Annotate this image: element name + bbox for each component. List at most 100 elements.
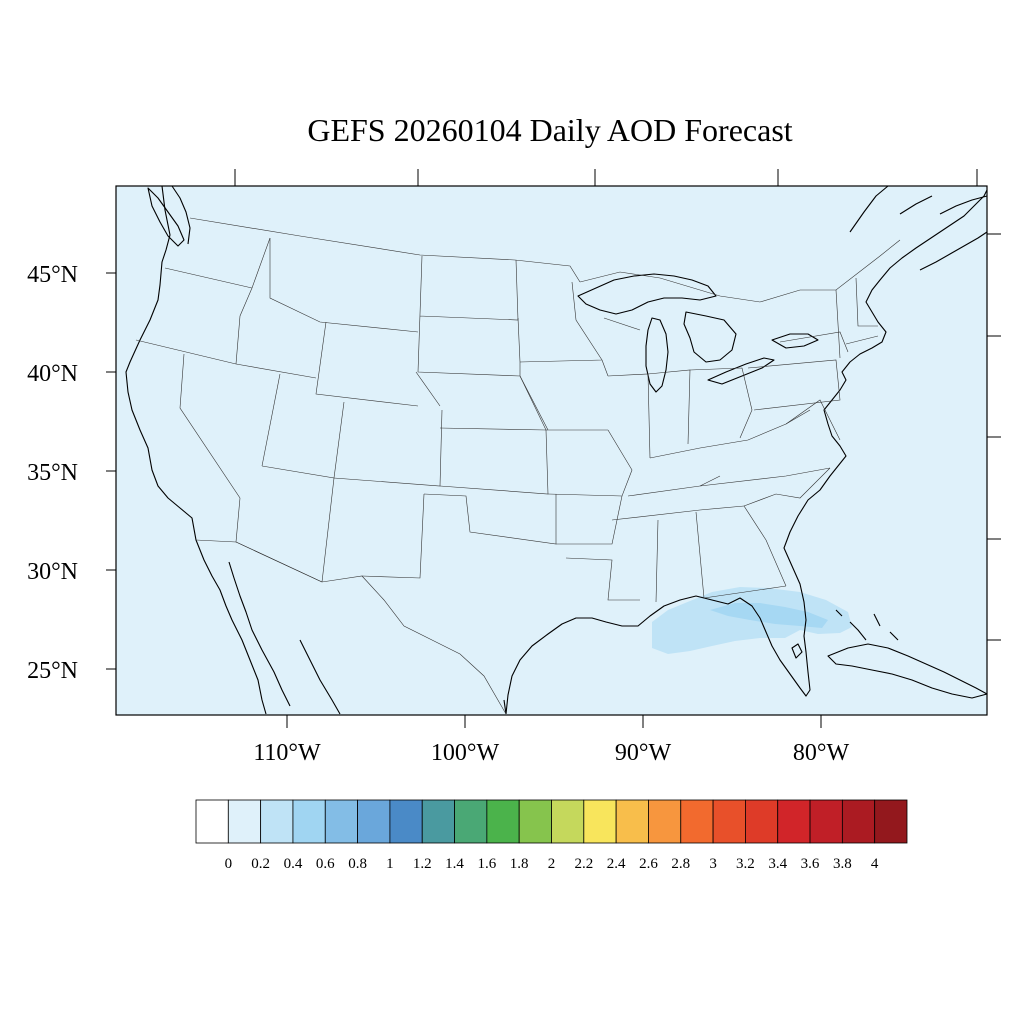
mexico-pacific-coast <box>299 639 341 715</box>
lat-label: 40°N <box>27 361 78 387</box>
wisconsin-michigan <box>601 317 641 377</box>
oregon-california-line <box>135 339 237 365</box>
colorbar-label: 2.2 <box>574 856 593 872</box>
lat-label: 30°N <box>27 559 78 585</box>
gulf-coastline <box>505 189 988 715</box>
colorbar-swatch <box>324 799 358 844</box>
colorbar-label: 3.6 <box>801 856 820 872</box>
georgia-florida <box>703 505 787 599</box>
colorbar-label: 0 <box>225 856 233 872</box>
tennessee-kentucky <box>627 409 831 497</box>
coastlines <box>125 185 988 715</box>
lake-okeechobee <box>791 643 803 659</box>
colorbar-swatch <box>648 799 682 844</box>
colorbar-swatch <box>874 799 908 844</box>
lon-label: 110°W <box>253 740 321 766</box>
virginia-maryland <box>785 399 841 441</box>
colorbar-label: 2.8 <box>671 856 690 872</box>
longitude-axis: 110°W 100°W 90°W 80°W <box>253 715 849 766</box>
utah-nevada-line <box>261 373 281 467</box>
lon-label: 80°W <box>793 740 850 766</box>
colorbar-label: 1.6 <box>477 856 496 872</box>
colorbar-swatch <box>195 799 229 844</box>
colorbar-label: 2.4 <box>607 856 626 872</box>
latitude-axis: 45°N 40°N 35°N 30°N 25°N <box>27 262 116 684</box>
aod-plume <box>652 587 852 654</box>
bahamas <box>835 609 899 641</box>
nova-scotia <box>919 231 988 271</box>
top-ticks <box>234 169 978 186</box>
colorbar-swatch <box>551 799 585 844</box>
colorbar-swatch <box>841 799 876 844</box>
lon-label: 100°W <box>431 740 500 766</box>
louisiana <box>565 557 640 601</box>
montana-line <box>269 238 419 333</box>
colorbar-swatch <box>357 799 391 844</box>
colorbar-swatch <box>227 799 262 844</box>
illinois-indiana-ohio <box>607 367 753 459</box>
colorbar-swatch <box>421 799 455 844</box>
lake-huron <box>683 311 737 363</box>
missouri-arkansas <box>547 429 633 545</box>
colorbar-label: 0.2 <box>251 856 270 872</box>
colorbar-label: 1.4 <box>445 856 464 872</box>
state-boundaries <box>135 217 901 715</box>
colorbar-swatch <box>712 799 746 844</box>
colorbar-label: 1.2 <box>413 856 432 872</box>
colorbar-swatch <box>454 799 488 844</box>
washington-oregon-line <box>164 267 253 289</box>
canada-west-coast <box>171 185 191 245</box>
nebraska-kansas <box>415 371 549 495</box>
colorbar-swatch <box>292 799 326 844</box>
colorbar-label: 2 <box>548 856 556 872</box>
vancouver-island <box>147 187 185 247</box>
minnesota-iowa <box>517 281 608 431</box>
colorbar-label: 0.8 <box>348 856 367 872</box>
nevada-line <box>179 353 241 499</box>
lake-superior <box>577 273 717 315</box>
colorbar-swatch <box>486 799 520 844</box>
lake-michigan <box>645 317 669 393</box>
gulf-of-st-lawrence <box>849 185 988 233</box>
us-mexico-border <box>195 539 507 715</box>
map-frame <box>115 185 988 716</box>
right-ticks <box>987 233 1001 641</box>
colorbar-swatch <box>809 799 843 844</box>
lake-ontario <box>771 333 819 349</box>
colorbar-swatch <box>260 799 294 844</box>
mexico-gulf-coast <box>503 699 507 715</box>
ocean-background <box>116 186 987 715</box>
colorbar-label: 4 <box>871 856 879 872</box>
lon-label: 90°W <box>615 740 672 766</box>
colorbar-label: 3.4 <box>768 856 787 872</box>
pennsylvania-ny <box>747 331 849 411</box>
colorbar-swatch <box>583 799 617 844</box>
idaho-line <box>235 237 271 365</box>
colorbar-label: 2.6 <box>639 856 658 872</box>
colorbar-swatch <box>745 799 779 844</box>
lat-label: 25°N <box>27 658 78 684</box>
carolinas <box>699 467 831 507</box>
colorbar-swatch <box>518 799 552 844</box>
aod-plume-inner <box>710 603 828 628</box>
map-panel <box>115 185 988 716</box>
colorado-lines <box>333 401 443 487</box>
colorbar-swatch <box>777 799 811 844</box>
aod-plume-outer <box>652 587 852 654</box>
colorbar-label: 0.4 <box>284 856 303 872</box>
lat-label: 45°N <box>27 262 78 288</box>
colorbar-label: 3.2 <box>736 856 755 872</box>
canada-provinces <box>579 239 901 303</box>
map-title: GEFS 20260104 Daily AOD Forecast <box>307 112 792 148</box>
colorbar-swatch <box>615 799 649 844</box>
colorbar-label: 1.8 <box>510 856 529 872</box>
colorbar-swatch <box>680 799 714 844</box>
lake-erie <box>707 357 775 385</box>
pacific-coastline <box>125 185 267 715</box>
oklahoma-texas <box>423 493 557 545</box>
wyoming-lines <box>235 321 419 407</box>
colorbar-label: 3.8 <box>833 856 852 872</box>
colorbar-swatch <box>389 799 423 844</box>
new-england <box>835 277 879 359</box>
mississippi-alabama <box>611 505 745 603</box>
